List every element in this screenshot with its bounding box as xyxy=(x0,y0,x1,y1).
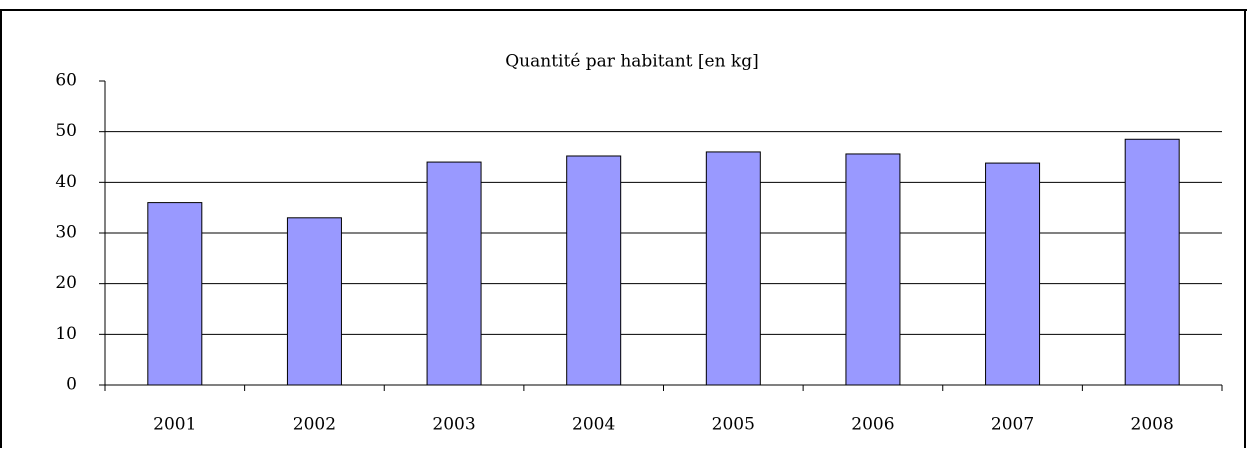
bar xyxy=(147,202,203,386)
bar xyxy=(985,162,1041,386)
y-tick-label: 50 xyxy=(55,121,77,141)
x-tick-label: 2006 xyxy=(851,415,894,435)
bar xyxy=(705,151,761,386)
chart-title: Quantité par habitant [en kg] xyxy=(505,52,759,72)
bar xyxy=(426,161,482,386)
x-tick-label: 2002 xyxy=(293,415,336,435)
x-tick-label: 2003 xyxy=(432,415,475,435)
bar xyxy=(845,153,901,386)
y-tick-label: 10 xyxy=(55,324,77,344)
bar xyxy=(286,217,342,386)
x-tick-label: 2007 xyxy=(991,415,1034,435)
x-tick-label: 2005 xyxy=(712,415,755,435)
y-tick-label: 20 xyxy=(55,273,77,293)
y-tick-label: 0 xyxy=(66,375,77,395)
y-tick-label: 40 xyxy=(55,172,77,192)
x-tick-label: 2001 xyxy=(153,415,196,435)
y-tick-label: 60 xyxy=(55,71,77,91)
bar xyxy=(566,155,622,386)
bar xyxy=(1124,138,1180,386)
x-tick-label: 2008 xyxy=(1131,415,1174,435)
x-tick-label: 2004 xyxy=(572,415,615,435)
y-tick-label: 30 xyxy=(55,223,77,243)
